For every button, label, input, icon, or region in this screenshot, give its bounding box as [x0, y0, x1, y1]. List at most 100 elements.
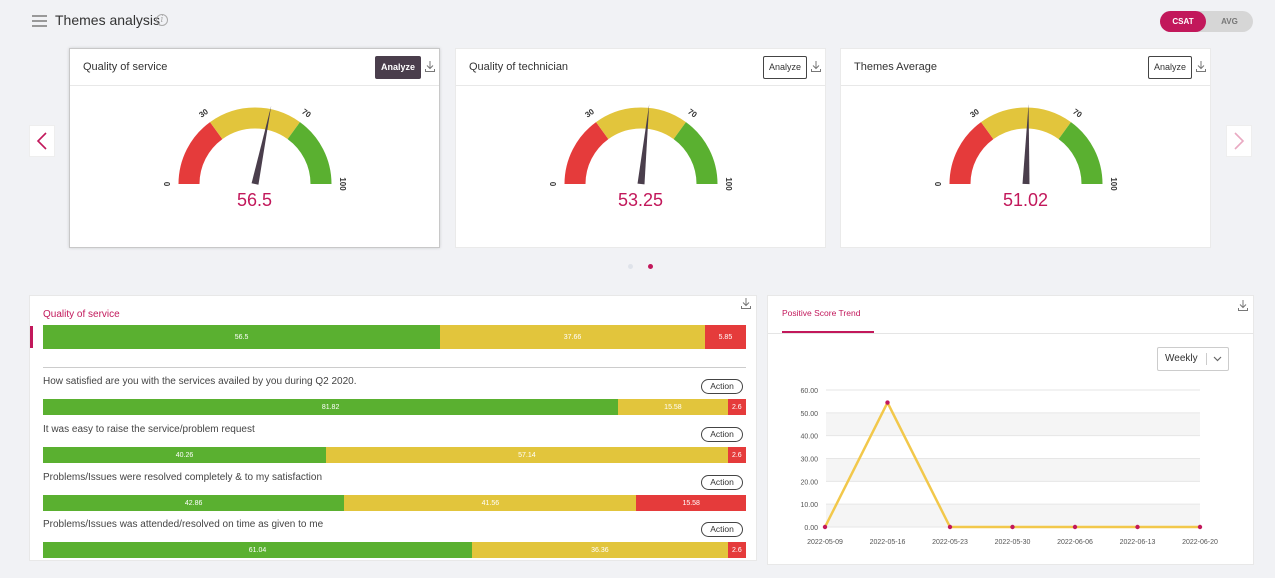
trend-data-point[interactable]	[1135, 524, 1140, 530]
chevron-right-icon	[1234, 132, 1245, 150]
trend-data-point[interactable]	[947, 524, 953, 530]
action-button[interactable]: Action	[701, 427, 743, 442]
question-text: Problems/Issues were resolved completely…	[43, 472, 322, 483]
x-tick-label: 2022-06-20	[1182, 539, 1218, 546]
gauge-tick-label: 0	[934, 181, 943, 186]
hamburger-menu-icon[interactable]	[32, 15, 47, 27]
x-tick-label: 2022-05-09	[807, 539, 843, 546]
neutral-segment[interactable]: 57.14	[326, 447, 728, 463]
download-icon[interactable]	[425, 61, 435, 72]
positive-segment[interactable]: 40.26	[43, 447, 327, 463]
carousel-dot-1[interactable]	[628, 264, 633, 269]
trend-data-point[interactable]	[885, 400, 890, 405]
trend-data-point[interactable]	[1197, 524, 1203, 530]
gauge-card[interactable]: Quality of technician Analyze 53.25 0 30 70 10…	[455, 48, 826, 248]
gauge-tick-label: 100	[1109, 177, 1118, 191]
download-icon[interactable]	[741, 298, 751, 309]
positive-segment[interactable]: 61.04	[43, 542, 473, 558]
gauge-tick-label: 70	[686, 107, 699, 120]
gauge-tick-label: 70	[300, 107, 313, 120]
positive-segment[interactable]: 56.5	[43, 325, 441, 349]
period-select[interactable]: Weekly	[1157, 347, 1229, 371]
gauge-needle	[251, 105, 272, 185]
gauge-chart: 0 30 70 100	[934, 104, 1118, 191]
analyze-button[interactable]: Analyze	[374, 56, 421, 79]
question-stacked-bar[interactable]: 40.26 57.14 2.6	[43, 447, 746, 463]
divider	[43, 367, 746, 368]
gauge-green-zone	[287, 122, 332, 185]
analyze-button[interactable]: Analyze	[762, 56, 807, 79]
toggle-csat[interactable]: CSAT	[1160, 11, 1206, 32]
gauge-tick-label: 30	[583, 107, 596, 120]
trend-data-point[interactable]	[1072, 524, 1078, 530]
download-icon[interactable]	[1196, 61, 1206, 72]
neutral-segment[interactable]: 37.66	[440, 325, 705, 349]
neutral-segment[interactable]: 41.56	[344, 495, 637, 511]
positive-segment[interactable]: 42.86	[43, 495, 345, 511]
x-tick-label: 2022-06-06	[1057, 539, 1093, 546]
gauge-yellow-zone	[596, 107, 686, 140]
trend-data-point[interactable]	[1010, 524, 1015, 530]
negative-segment[interactable]: 2.6	[727, 447, 746, 463]
x-tick-label: 2022-06-13	[1120, 539, 1156, 546]
neutral-segment[interactable]: 36.36	[472, 542, 728, 558]
question-stacked-bar[interactable]: 81.82 15.58 2.6	[43, 399, 746, 415]
analyze-button[interactable]: Analyze	[1147, 56, 1192, 79]
positive-segment[interactable]: 81.82	[43, 399, 619, 415]
toggle-avg[interactable]: AVG	[1221, 17, 1238, 26]
negative-segment[interactable]: 2.6	[727, 399, 746, 415]
gauge-tick-label: 70	[1071, 107, 1084, 120]
info-icon[interactable]: i	[156, 14, 168, 26]
y-tick-label: 30.00	[800, 457, 818, 464]
y-tick-label: 60.00	[800, 388, 818, 395]
gauge-chart: 0 30 70 100	[549, 104, 733, 191]
trend-data-point[interactable]	[822, 524, 828, 530]
gauge-red-zone	[564, 122, 609, 185]
active-tab-indicator	[782, 331, 874, 333]
gauge-chart: 0 30 70 100	[163, 105, 347, 191]
action-button[interactable]: Action	[701, 522, 743, 537]
download-icon[interactable]	[811, 61, 821, 72]
summary-stacked-bar[interactable]: 56.5 37.66 5.85	[43, 325, 746, 349]
tab-divider	[768, 333, 1253, 334]
gauge-green-zone	[1058, 122, 1103, 185]
gauge-tick-label: 100	[724, 177, 733, 191]
action-button[interactable]: Action	[701, 475, 743, 490]
negative-segment[interactable]: 2.6	[727, 542, 746, 558]
y-tick-label: 40.00	[800, 434, 818, 441]
download-icon[interactable]	[1238, 300, 1248, 311]
grid-band	[826, 458, 1200, 482]
gauge-card-title: Quality of technician	[469, 61, 569, 73]
carousel-next-button[interactable]	[1226, 125, 1252, 157]
gauge-tick-label: 30	[968, 107, 981, 120]
negative-segment[interactable]: 5.85	[704, 325, 746, 349]
gauge-tick-label: 30	[197, 107, 210, 120]
y-tick-label: 10.00	[800, 502, 818, 509]
gauge-card-title: Themes Average	[854, 61, 937, 73]
x-tick-label: 2022-05-16	[870, 539, 906, 546]
gauge-needle	[1022, 104, 1030, 185]
question-text: It was easy to raise the service/problem…	[43, 424, 255, 435]
grid-band	[826, 504, 1200, 527]
gauge-card[interactable]: Quality of service Analyze 56.5 0 30 70 100	[69, 48, 440, 248]
top-bar: Themes analysis i CSAT AVG	[0, 0, 1275, 42]
x-tick-label: 2022-05-30	[995, 539, 1031, 546]
question-text: How satisfied are you with the services …	[43, 376, 357, 387]
tab-positive-score-trend[interactable]: Positive Score Trend	[782, 308, 861, 318]
chevron-down-icon	[1213, 356, 1222, 362]
gauge-card[interactable]: Themes Average Analyze 51.02 0 30 70 100	[840, 48, 1211, 248]
carousel-dot-2[interactable]	[648, 264, 653, 269]
score-type-toggle[interactable]: CSAT AVG	[1160, 11, 1253, 32]
neutral-segment[interactable]: 15.58	[618, 399, 728, 415]
action-button[interactable]: Action	[701, 379, 743, 394]
carousel-prev-button[interactable]	[29, 125, 55, 157]
question-stacked-bar[interactable]: 42.86 41.56 15.58	[43, 495, 746, 511]
negative-segment[interactable]: 15.58	[636, 495, 746, 511]
question-text: Problems/Issues was attended/resolved on…	[43, 519, 324, 530]
gauge-card-title: Quality of service	[83, 61, 168, 73]
y-tick-label: 20.00	[800, 479, 818, 486]
gauge-green-zone	[673, 122, 718, 185]
gauge-value: 56.5	[236, 190, 273, 210]
question-stacked-bar[interactable]: 61.04 36.36 2.6	[43, 542, 746, 558]
gauge-value: 51.02	[1002, 190, 1049, 210]
